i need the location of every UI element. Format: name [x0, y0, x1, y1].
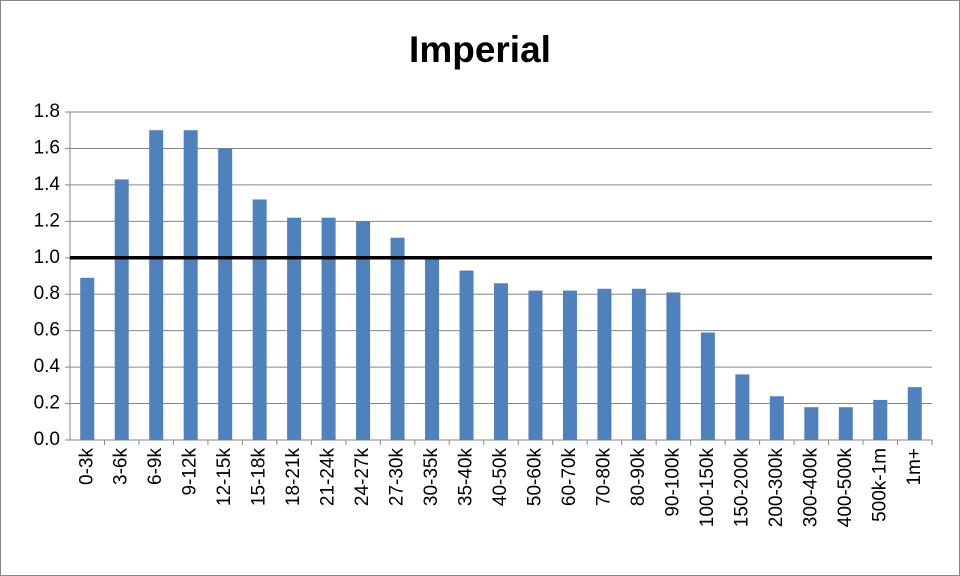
y-tick-label: 1.0 [34, 247, 60, 268]
y-tick-label: 1.8 [34, 101, 60, 122]
y-tick-label: 1.4 [34, 174, 61, 195]
x-tick-label: 150-200k [731, 448, 752, 528]
bar [321, 217, 336, 440]
y-tick-label: 0.4 [34, 356, 61, 377]
y-tick-label: 0.2 [34, 393, 60, 414]
x-tick-label: 400-500k [835, 448, 856, 528]
bar [183, 130, 198, 440]
x-tick-label: 12-15k [214, 448, 235, 507]
bar [735, 374, 750, 440]
bar [907, 387, 922, 440]
bar [459, 270, 474, 440]
x-tick-label: 70-80k [593, 448, 614, 507]
x-tick-label: 500k-1m [869, 448, 890, 522]
x-tick-label: 15-18k [249, 448, 270, 507]
x-tick-label: 9-12k [180, 448, 201, 496]
bar [252, 199, 267, 440]
bar [390, 237, 405, 440]
bar [356, 221, 371, 440]
x-tick-label: 200-300k [766, 448, 787, 528]
x-tick-label: 27-30k [387, 448, 408, 507]
x-tick-label: 90-100k [662, 448, 683, 517]
x-tick-label: 100-150k [697, 448, 718, 528]
y-tick-label: 1.2 [34, 210, 60, 231]
x-tick-label: 60-70k [559, 448, 580, 507]
bar [494, 283, 508, 440]
bar [631, 288, 646, 440]
bar [425, 257, 440, 440]
x-tick-label: 24-27k [352, 448, 373, 507]
bar [666, 292, 681, 440]
bar [597, 288, 612, 440]
x-tick-label: 40-50k [490, 448, 511, 507]
y-tick-label: 1.6 [34, 137, 60, 158]
bar [114, 179, 129, 440]
bar [149, 130, 164, 440]
x-tick-label: 0-3k [76, 448, 97, 485]
x-tick-label: 18-21k [283, 448, 304, 507]
bar [700, 332, 715, 440]
bar [218, 148, 233, 440]
x-tick-label: 6-9k [145, 448, 166, 485]
bar [80, 277, 95, 440]
bar [838, 407, 853, 440]
y-tick-label: 0.6 [34, 320, 60, 341]
x-tick-label: 30-35k [421, 448, 442, 507]
x-tick-label: 80-90k [628, 448, 649, 507]
y-tick-label: 0.0 [34, 429, 60, 450]
bar [873, 399, 888, 440]
bar [562, 290, 577, 440]
bar [528, 290, 543, 440]
x-tick-label: 300-400k [800, 448, 821, 528]
y-tick-label: 0.8 [34, 283, 60, 304]
bar [287, 217, 302, 440]
x-tick-label: 21-24k [318, 448, 339, 507]
bar [769, 396, 784, 440]
x-tick-label: 1m+ [904, 448, 925, 486]
x-tick-label: 35-40k [456, 448, 477, 507]
bar [804, 407, 819, 440]
x-tick-label: 3-6k [111, 448, 132, 485]
x-tick-label: 50-60k [524, 448, 545, 507]
chart-title: Imperial [409, 29, 551, 70]
